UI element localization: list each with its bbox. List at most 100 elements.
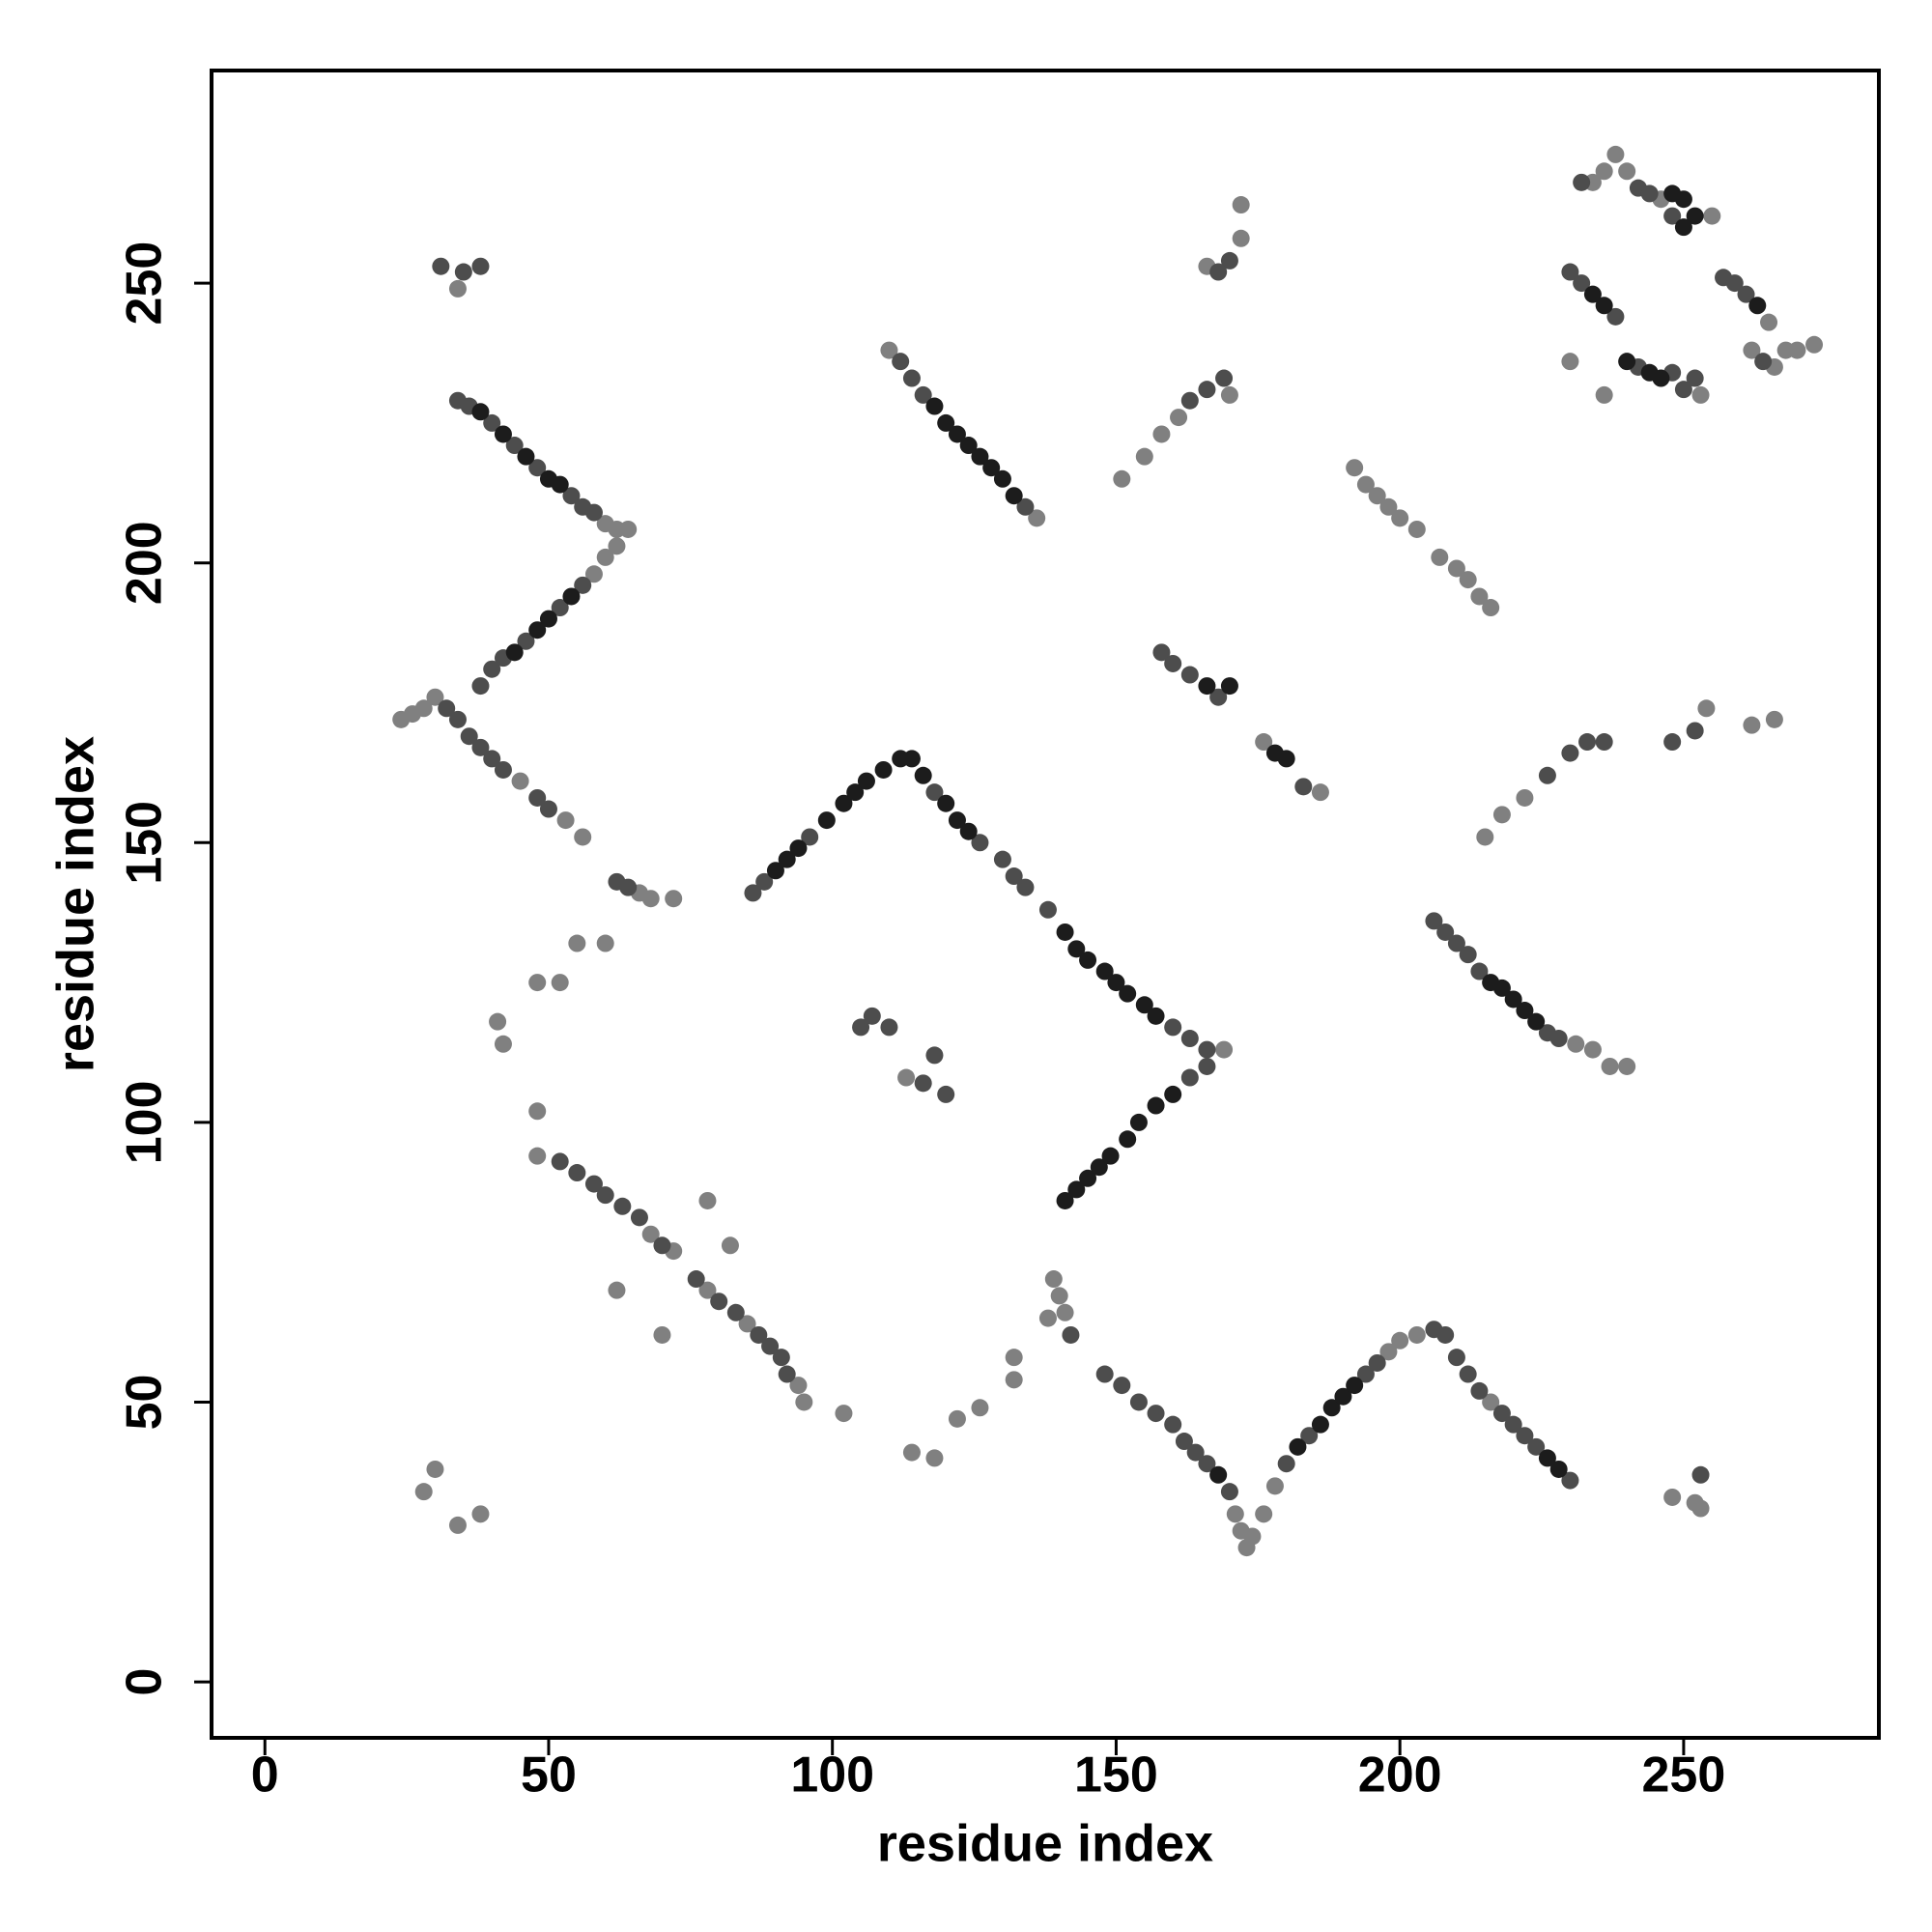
contact-point: [1334, 1387, 1352, 1406]
contact-point: [1346, 459, 1364, 477]
contact-point: [528, 1147, 547, 1165]
contact-point: [1147, 1405, 1165, 1423]
contact-point: [1538, 766, 1556, 784]
contact-point: [1346, 1377, 1364, 1395]
contact-point: [1578, 733, 1597, 752]
contact-point: [1056, 923, 1074, 941]
contact-point: [1152, 425, 1171, 443]
contact-point: [528, 459, 547, 477]
contact-point: [613, 1197, 632, 1215]
contact-point: [448, 1516, 467, 1534]
contact-point: [1180, 391, 1199, 410]
contact-point: [1674, 218, 1692, 237]
contact-point: [721, 1236, 739, 1255]
contact-point: [511, 772, 529, 790]
contact-point: [641, 1225, 660, 1243]
contact-point: [528, 788, 547, 807]
contact-point: [1425, 912, 1443, 930]
contact-point: [471, 403, 490, 421]
contact-point: [1322, 1399, 1341, 1417]
contact-point: [1686, 369, 1704, 387]
contact-point: [1447, 934, 1465, 952]
contact-point: [1152, 643, 1171, 662]
contact-point: [948, 1409, 966, 1428]
y-tick-label: 250: [117, 242, 173, 326]
contact-point: [1220, 385, 1238, 404]
contact-point: [448, 710, 467, 728]
contact-point: [789, 1377, 808, 1395]
contact-point: [1209, 1465, 1228, 1484]
contact-point: [1220, 677, 1238, 696]
contact-point: [414, 699, 433, 718]
contact-point: [925, 783, 944, 802]
contact-point: [1504, 990, 1522, 1009]
contact-point: [1005, 1349, 1023, 1367]
contact-point: [1119, 1130, 1137, 1149]
contact-point: [1516, 1002, 1534, 1020]
contact-point: [1164, 654, 1182, 672]
contact-point: [1038, 1309, 1057, 1327]
contact-point: [1482, 599, 1500, 617]
plot-frame: [210, 69, 1881, 1740]
contact-point: [539, 610, 557, 628]
contact-point: [993, 469, 1011, 488]
contact-point: [1618, 1057, 1636, 1075]
contact-point: [1147, 1096, 1165, 1115]
contact-point: [948, 811, 966, 830]
contact-point: [1686, 207, 1704, 225]
contact-point: [551, 1152, 569, 1171]
contact-point: [687, 1270, 705, 1289]
contact-point: [1516, 1427, 1534, 1445]
contact-point: [1470, 962, 1489, 980]
contact-point: [1674, 190, 1692, 209]
contact-point: [857, 772, 875, 790]
contact-point: [1135, 447, 1153, 466]
contact-point: [1606, 307, 1625, 326]
contact-point: [1674, 381, 1692, 399]
contact-point: [1289, 1437, 1307, 1456]
contact-point: [1090, 1158, 1108, 1177]
contact-point: [438, 699, 456, 718]
contact-point: [1379, 497, 1398, 516]
contact-point: [1170, 409, 1188, 427]
contact-point: [1595, 733, 1613, 752]
contact-point: [1691, 385, 1710, 404]
contact-point: [1691, 1465, 1710, 1484]
contact-point: [1119, 984, 1137, 1003]
contact-point: [1101, 1147, 1120, 1165]
contact-point: [1447, 1349, 1465, 1367]
contact-point: [1277, 1455, 1295, 1473]
contact-point: [778, 1365, 796, 1383]
contact-point: [761, 1337, 780, 1355]
contact-point: [1180, 1068, 1199, 1087]
contact-point: [1050, 1287, 1068, 1305]
contact-point: [1663, 207, 1682, 225]
contact-point: [1407, 1325, 1426, 1344]
contact-point: [1311, 783, 1329, 802]
contact-point: [1765, 710, 1783, 728]
contact-point: [1079, 951, 1097, 969]
contact-point: [1016, 878, 1035, 896]
contact-point: [817, 811, 836, 830]
contact-point: [1482, 1393, 1500, 1411]
contact-point: [1527, 1437, 1546, 1456]
contact-point: [1459, 1365, 1477, 1383]
contact-point: [1209, 263, 1228, 281]
contact-point: [744, 884, 762, 902]
contact-point: [1300, 1427, 1319, 1445]
contact-point: [489, 1012, 507, 1031]
contact-point: [1640, 185, 1659, 203]
contact-point: [1391, 509, 1409, 527]
contact-point: [1095, 962, 1114, 980]
contact-point: [1470, 1381, 1489, 1400]
contact-point: [1209, 688, 1228, 706]
contact-point: [1175, 1433, 1193, 1451]
contact-point: [1561, 1471, 1579, 1490]
contact-point: [1754, 353, 1773, 371]
contact-point: [1618, 353, 1636, 371]
contact-point: [574, 576, 592, 594]
contact-point: [1198, 677, 1216, 696]
contact-point: [982, 459, 1001, 477]
contact-point: [1277, 750, 1295, 768]
contact-point: [925, 1046, 944, 1065]
